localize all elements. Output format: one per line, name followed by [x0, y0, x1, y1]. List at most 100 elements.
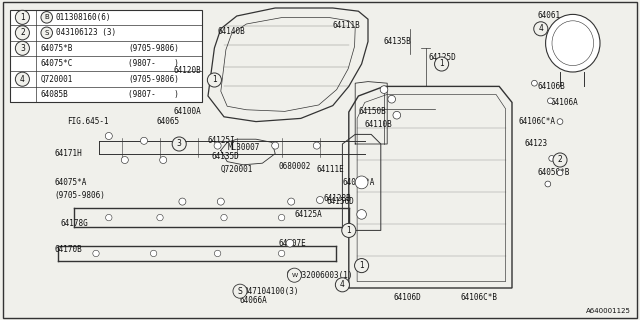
Text: (9705-9806): (9705-9806) — [128, 44, 179, 53]
Ellipse shape — [380, 86, 388, 93]
Ellipse shape — [159, 156, 166, 164]
Ellipse shape — [435, 57, 449, 71]
Ellipse shape — [207, 73, 221, 87]
Text: 64106B: 64106B — [538, 82, 565, 91]
Ellipse shape — [214, 250, 221, 257]
Text: 64110B: 64110B — [365, 120, 392, 129]
Text: 3: 3 — [177, 140, 182, 148]
Text: 64125D: 64125D — [429, 53, 456, 62]
Ellipse shape — [534, 22, 548, 36]
Text: 2: 2 — [557, 156, 563, 164]
Ellipse shape — [531, 80, 538, 86]
Ellipse shape — [314, 142, 321, 149]
Text: 4: 4 — [340, 280, 345, 289]
Text: B: B — [44, 14, 49, 20]
Text: 64123: 64123 — [525, 140, 548, 148]
Text: 64107E: 64107E — [278, 239, 306, 248]
Ellipse shape — [179, 198, 186, 205]
Text: 64150B: 64150B — [358, 108, 386, 116]
Ellipse shape — [15, 26, 29, 40]
Ellipse shape — [278, 250, 285, 257]
Text: (9807-    ): (9807- ) — [128, 59, 179, 68]
Text: 64156D: 64156D — [326, 197, 354, 206]
Text: 64050*B: 64050*B — [538, 168, 570, 177]
Ellipse shape — [233, 284, 247, 298]
Ellipse shape — [214, 142, 221, 149]
Ellipse shape — [272, 142, 279, 149]
Text: 1: 1 — [346, 226, 351, 235]
Text: 64178G: 64178G — [61, 220, 88, 228]
Text: 64106D: 64106D — [394, 293, 421, 302]
Text: 0680002: 0680002 — [278, 162, 311, 171]
Text: (9705-9806): (9705-9806) — [54, 191, 105, 200]
Text: 1: 1 — [439, 60, 444, 68]
Text: 3: 3 — [20, 44, 25, 53]
Ellipse shape — [106, 214, 112, 221]
Text: 64061: 64061 — [538, 12, 561, 20]
Ellipse shape — [106, 132, 113, 140]
Text: 64106C*A: 64106C*A — [518, 117, 556, 126]
Ellipse shape — [221, 214, 227, 221]
Text: (9705-9806): (9705-9806) — [128, 75, 179, 84]
Text: FIG.645-1: FIG.645-1 — [67, 117, 109, 126]
Text: 64106A: 64106A — [550, 98, 578, 107]
Text: S: S — [237, 287, 243, 296]
Ellipse shape — [179, 139, 186, 146]
Ellipse shape — [217, 198, 225, 205]
Text: 64135D: 64135D — [211, 152, 239, 161]
Ellipse shape — [355, 259, 369, 273]
Ellipse shape — [141, 137, 148, 144]
Text: 64125A: 64125A — [294, 210, 322, 219]
Text: S: S — [45, 30, 49, 36]
Ellipse shape — [553, 153, 567, 167]
Ellipse shape — [157, 214, 163, 221]
Ellipse shape — [288, 198, 294, 205]
Text: 043106123 (3): 043106123 (3) — [56, 28, 116, 37]
Text: Q720001: Q720001 — [221, 165, 253, 174]
Ellipse shape — [335, 278, 349, 292]
Ellipse shape — [357, 210, 367, 219]
Text: 64171H: 64171H — [54, 149, 82, 158]
Ellipse shape — [557, 119, 563, 124]
Ellipse shape — [545, 14, 600, 72]
Text: 64050*A: 64050*A — [342, 178, 375, 187]
Text: (9807-    ): (9807- ) — [128, 90, 179, 99]
Text: 64065: 64065 — [157, 117, 180, 126]
Text: A640001125: A640001125 — [586, 308, 630, 314]
Ellipse shape — [355, 176, 368, 189]
Text: 64135B: 64135B — [384, 37, 412, 46]
Text: 64111B: 64111B — [333, 21, 360, 30]
Text: 1: 1 — [212, 76, 217, 84]
Ellipse shape — [172, 137, 186, 151]
Text: 011308160(6): 011308160(6) — [56, 13, 111, 22]
Text: 64111E: 64111E — [317, 165, 344, 174]
Bar — [10, 10, 202, 102]
Text: 64128B: 64128B — [323, 194, 351, 203]
Ellipse shape — [548, 156, 554, 161]
Text: 4: 4 — [20, 75, 25, 84]
Ellipse shape — [41, 12, 52, 23]
Ellipse shape — [388, 95, 396, 103]
Text: 64066A: 64066A — [240, 296, 268, 305]
Ellipse shape — [287, 268, 301, 282]
Ellipse shape — [287, 270, 295, 277]
Ellipse shape — [317, 196, 323, 204]
Text: 64085B: 64085B — [40, 90, 68, 99]
Ellipse shape — [393, 111, 401, 119]
Text: ML30007: ML30007 — [227, 143, 260, 152]
Ellipse shape — [278, 214, 285, 221]
Text: 4: 4 — [538, 24, 543, 33]
Ellipse shape — [15, 10, 29, 24]
Text: Q720001: Q720001 — [40, 75, 73, 84]
Text: 64120B: 64120B — [174, 66, 202, 75]
Text: 1: 1 — [359, 261, 364, 270]
Text: 032006003(1): 032006003(1) — [298, 271, 353, 280]
Text: 64100A: 64100A — [174, 108, 202, 116]
Text: 047104100(3): 047104100(3) — [243, 287, 299, 296]
Ellipse shape — [557, 170, 563, 176]
Text: 64075*B: 64075*B — [40, 44, 73, 53]
Ellipse shape — [552, 21, 593, 66]
Text: W: W — [291, 273, 298, 278]
Ellipse shape — [93, 250, 99, 257]
Ellipse shape — [15, 72, 29, 86]
